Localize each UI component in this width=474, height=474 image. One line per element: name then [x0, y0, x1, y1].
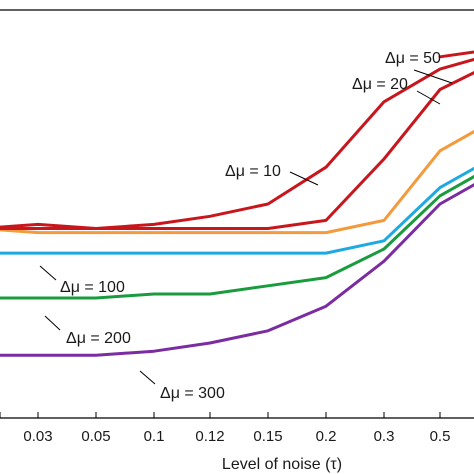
series-line-orange	[0, 129, 474, 235]
x-tick-label: 0.05	[81, 428, 110, 445]
x-tick-label: 0.15	[253, 428, 282, 445]
series-line-200	[0, 174, 474, 300]
x-tick-label: 0.5	[430, 428, 451, 445]
annotation-leader	[39, 265, 57, 281]
annotation-label: Δμ = 20	[352, 76, 408, 93]
annotation-leader	[44, 315, 61, 331]
x-tick-layer: 0.03 0.05 0.1 0.12 0.15 0.2 0.3 0.5	[0, 412, 450, 445]
annotation-layer: Δμ = 50 Δμ = 20 Δμ = 10 Δμ = 100 Δμ = 200 Δμ …	[39, 50, 453, 402]
annotation-label: Δμ = 10	[225, 163, 281, 180]
series-layer	[0, 50, 474, 357]
x-tick-label: 0.2	[316, 428, 337, 445]
x-tick-label: 0.03	[23, 428, 52, 445]
series-line-20	[0, 71, 474, 230]
annotation-label: Δμ = 100	[60, 279, 125, 296]
x-tick-label: 0.12	[195, 428, 224, 445]
x-tick-label: 0.1	[144, 428, 165, 445]
series-line-300	[0, 183, 474, 357]
series-line-10	[0, 57, 474, 230]
annotation-label: Δμ = 50	[385, 50, 441, 67]
plot-frame	[0, 9, 474, 419]
annotation-label: Δμ = 200	[66, 330, 131, 347]
annotation-leader	[416, 90, 441, 105]
x-axis-label: Level of noise (τ)	[222, 456, 342, 473]
annotation-leader	[413, 69, 453, 84]
annotation-label: Δμ = 300	[160, 385, 225, 402]
annotation-leader	[289, 171, 319, 186]
annotation-leader	[139, 370, 156, 385]
series-line-50	[438, 50, 474, 59]
x-tick-label: 0.3	[374, 428, 395, 445]
series-line-100	[0, 166, 474, 255]
